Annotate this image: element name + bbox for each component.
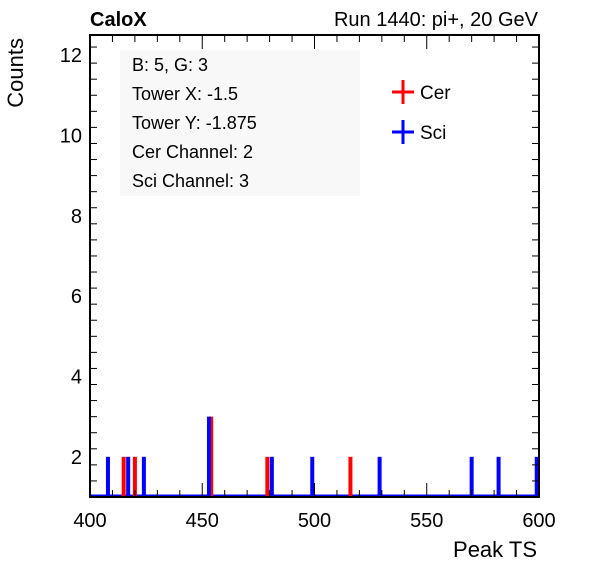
axes: 400 450 500 550 600 2 4 6 8 10 12 xyxy=(60,34,556,532)
info-line-tower-x: Tower X: -1.5 xyxy=(132,84,238,104)
y-tick-label: 6 xyxy=(71,286,82,308)
x-tick-label: 450 xyxy=(186,510,219,532)
info-line-tower-y: Tower Y: -1.875 xyxy=(132,113,257,133)
x-axis-label: Peak TS xyxy=(453,537,537,562)
sci-bar xyxy=(534,456,539,497)
sci-bar xyxy=(496,456,501,497)
y-tick-label: 4 xyxy=(71,366,82,388)
y-tick-label: 10 xyxy=(60,125,82,147)
y-tick-label: 12 xyxy=(60,45,82,67)
sci-bar xyxy=(105,456,110,497)
info-line-sci-channel: Sci Channel: 3 xyxy=(132,171,249,191)
sci-bar xyxy=(269,456,274,497)
sci-bar xyxy=(126,456,131,497)
cer-bar xyxy=(348,456,353,497)
legend-sci-marker xyxy=(392,120,414,144)
sci-bar xyxy=(469,456,474,497)
info-line-board: B: 5, G: 3 xyxy=(132,55,208,75)
sci-bar xyxy=(141,456,146,497)
cer-bar xyxy=(265,456,270,497)
y-axis-label: Counts xyxy=(3,38,28,108)
y-tick-label: 2 xyxy=(71,447,82,469)
chart-title-right: Run 1440: pi+, 20 GeV xyxy=(334,9,539,31)
legend-cer-marker xyxy=(392,80,414,104)
sci-bar xyxy=(206,416,211,497)
cer-bar xyxy=(209,416,214,497)
legend: Cer Sci xyxy=(392,80,451,144)
legend-sci-label: Sci xyxy=(420,123,446,144)
info-line-cer-channel: Cer Channel: 2 xyxy=(132,142,253,162)
x-tick-label: 500 xyxy=(298,510,331,532)
cer-bar xyxy=(132,456,137,497)
y-tick-label: 8 xyxy=(71,206,82,228)
x-tick-label: 400 xyxy=(73,510,106,532)
cer-bar xyxy=(121,456,126,497)
chart-title-left: CaloX xyxy=(90,9,147,31)
info-box: B: 5, G: 3 Tower X: -1.5 Tower Y: -1.875… xyxy=(120,50,360,196)
x-tick-label: 550 xyxy=(410,510,443,532)
x-tick-label: 600 xyxy=(522,510,555,532)
sci-bar xyxy=(377,456,382,497)
legend-cer-label: Cer xyxy=(420,83,451,104)
sci-bar xyxy=(310,456,315,497)
